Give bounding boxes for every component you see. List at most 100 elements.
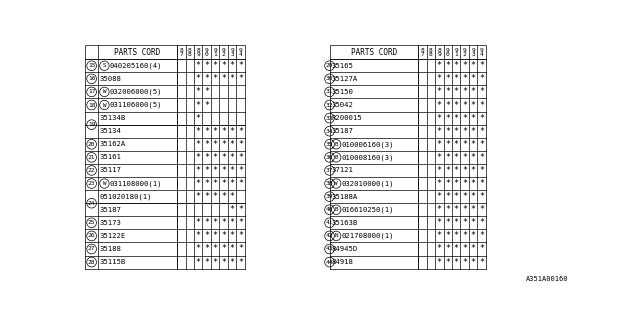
Text: *: * xyxy=(454,87,459,96)
Text: 35163B: 35163B xyxy=(331,220,357,226)
Text: *: * xyxy=(462,179,467,188)
Text: *: * xyxy=(230,231,235,240)
Text: *: * xyxy=(196,179,201,188)
Text: 9: 9 xyxy=(230,48,234,53)
Text: *: * xyxy=(445,218,450,227)
Text: *: * xyxy=(479,231,484,240)
Text: 35188: 35188 xyxy=(99,246,121,252)
Text: *: * xyxy=(454,179,459,188)
Text: B: B xyxy=(335,155,338,160)
Text: 010008160(3): 010008160(3) xyxy=(342,154,394,161)
Text: *: * xyxy=(221,74,226,83)
Text: 9: 9 xyxy=(213,48,217,53)
Text: 15: 15 xyxy=(88,63,95,68)
Text: *: * xyxy=(462,114,467,123)
Text: *: * xyxy=(454,140,459,149)
Text: 35088: 35088 xyxy=(99,76,121,82)
Bar xyxy=(86,45,245,59)
Text: 35134: 35134 xyxy=(99,128,121,134)
Text: 9: 9 xyxy=(437,52,441,57)
Text: *: * xyxy=(445,61,450,70)
Text: *: * xyxy=(238,74,243,83)
Text: 34: 34 xyxy=(326,129,333,134)
Text: *: * xyxy=(436,74,442,83)
Text: *: * xyxy=(230,205,235,214)
Text: *: * xyxy=(454,231,459,240)
Text: *: * xyxy=(479,258,484,267)
Text: 28: 28 xyxy=(88,260,95,265)
Text: 010006160(3): 010006160(3) xyxy=(342,141,394,148)
Text: *: * xyxy=(230,244,235,253)
Text: *: * xyxy=(454,127,459,136)
Text: 1: 1 xyxy=(454,52,458,57)
Text: 0: 0 xyxy=(446,52,450,57)
Text: 16: 16 xyxy=(88,76,95,81)
Text: W: W xyxy=(102,89,106,94)
Text: *: * xyxy=(445,87,450,96)
Text: 43: 43 xyxy=(326,246,333,252)
Text: *: * xyxy=(462,61,467,70)
Text: 2: 2 xyxy=(222,52,225,57)
Text: *: * xyxy=(479,100,484,109)
Text: *: * xyxy=(196,127,201,136)
Text: *: * xyxy=(196,258,201,267)
Text: 8: 8 xyxy=(437,48,441,53)
Text: *: * xyxy=(454,244,459,253)
Text: 35187: 35187 xyxy=(331,128,353,134)
Text: *: * xyxy=(204,74,209,83)
Text: 9: 9 xyxy=(222,48,225,53)
Text: *: * xyxy=(204,127,209,136)
Text: *: * xyxy=(479,61,484,70)
Text: 35162A: 35162A xyxy=(99,141,125,147)
Text: *: * xyxy=(230,179,235,188)
Text: 8: 8 xyxy=(429,48,433,53)
Text: S: S xyxy=(102,63,106,68)
Text: *: * xyxy=(221,166,226,175)
Text: *: * xyxy=(462,153,467,162)
Text: *: * xyxy=(436,258,442,267)
Text: *: * xyxy=(479,192,484,201)
Text: *: * xyxy=(238,205,243,214)
Text: *: * xyxy=(212,244,218,253)
Text: *: * xyxy=(196,192,201,201)
Text: *: * xyxy=(204,61,209,70)
Text: *: * xyxy=(436,192,442,201)
Text: 35042: 35042 xyxy=(331,102,353,108)
Text: *: * xyxy=(196,114,201,123)
Text: *: * xyxy=(221,61,226,70)
Text: *: * xyxy=(196,140,201,149)
Text: 32: 32 xyxy=(326,102,333,108)
Text: *: * xyxy=(454,74,459,83)
Text: 21: 21 xyxy=(88,155,95,160)
Text: 4: 4 xyxy=(480,52,483,57)
Bar xyxy=(330,45,486,59)
Text: *: * xyxy=(470,100,476,109)
Text: 31: 31 xyxy=(326,89,333,94)
Text: *: * xyxy=(221,244,226,253)
Text: *: * xyxy=(479,114,484,123)
Text: *: * xyxy=(436,61,442,70)
Text: *: * xyxy=(212,231,218,240)
Text: *: * xyxy=(212,258,218,267)
Text: *: * xyxy=(436,179,442,188)
Text: *: * xyxy=(238,244,243,253)
Text: *: * xyxy=(479,127,484,136)
Text: R200015: R200015 xyxy=(331,115,362,121)
Text: *: * xyxy=(436,231,442,240)
Text: 22: 22 xyxy=(88,168,95,173)
Text: 3: 3 xyxy=(230,52,234,57)
Text: W: W xyxy=(102,102,106,108)
Text: *: * xyxy=(212,140,218,149)
Text: PARTS CORD: PARTS CORD xyxy=(115,48,161,57)
Text: 0: 0 xyxy=(205,52,209,57)
Text: *: * xyxy=(462,74,467,83)
Text: *: * xyxy=(454,218,459,227)
Text: *: * xyxy=(212,166,218,175)
Text: *: * xyxy=(454,61,459,70)
Text: 29: 29 xyxy=(326,63,333,68)
Text: 9: 9 xyxy=(205,48,209,53)
Text: 9: 9 xyxy=(239,48,243,53)
Text: *: * xyxy=(479,87,484,96)
Text: B: B xyxy=(335,207,338,212)
Text: *: * xyxy=(454,166,459,175)
